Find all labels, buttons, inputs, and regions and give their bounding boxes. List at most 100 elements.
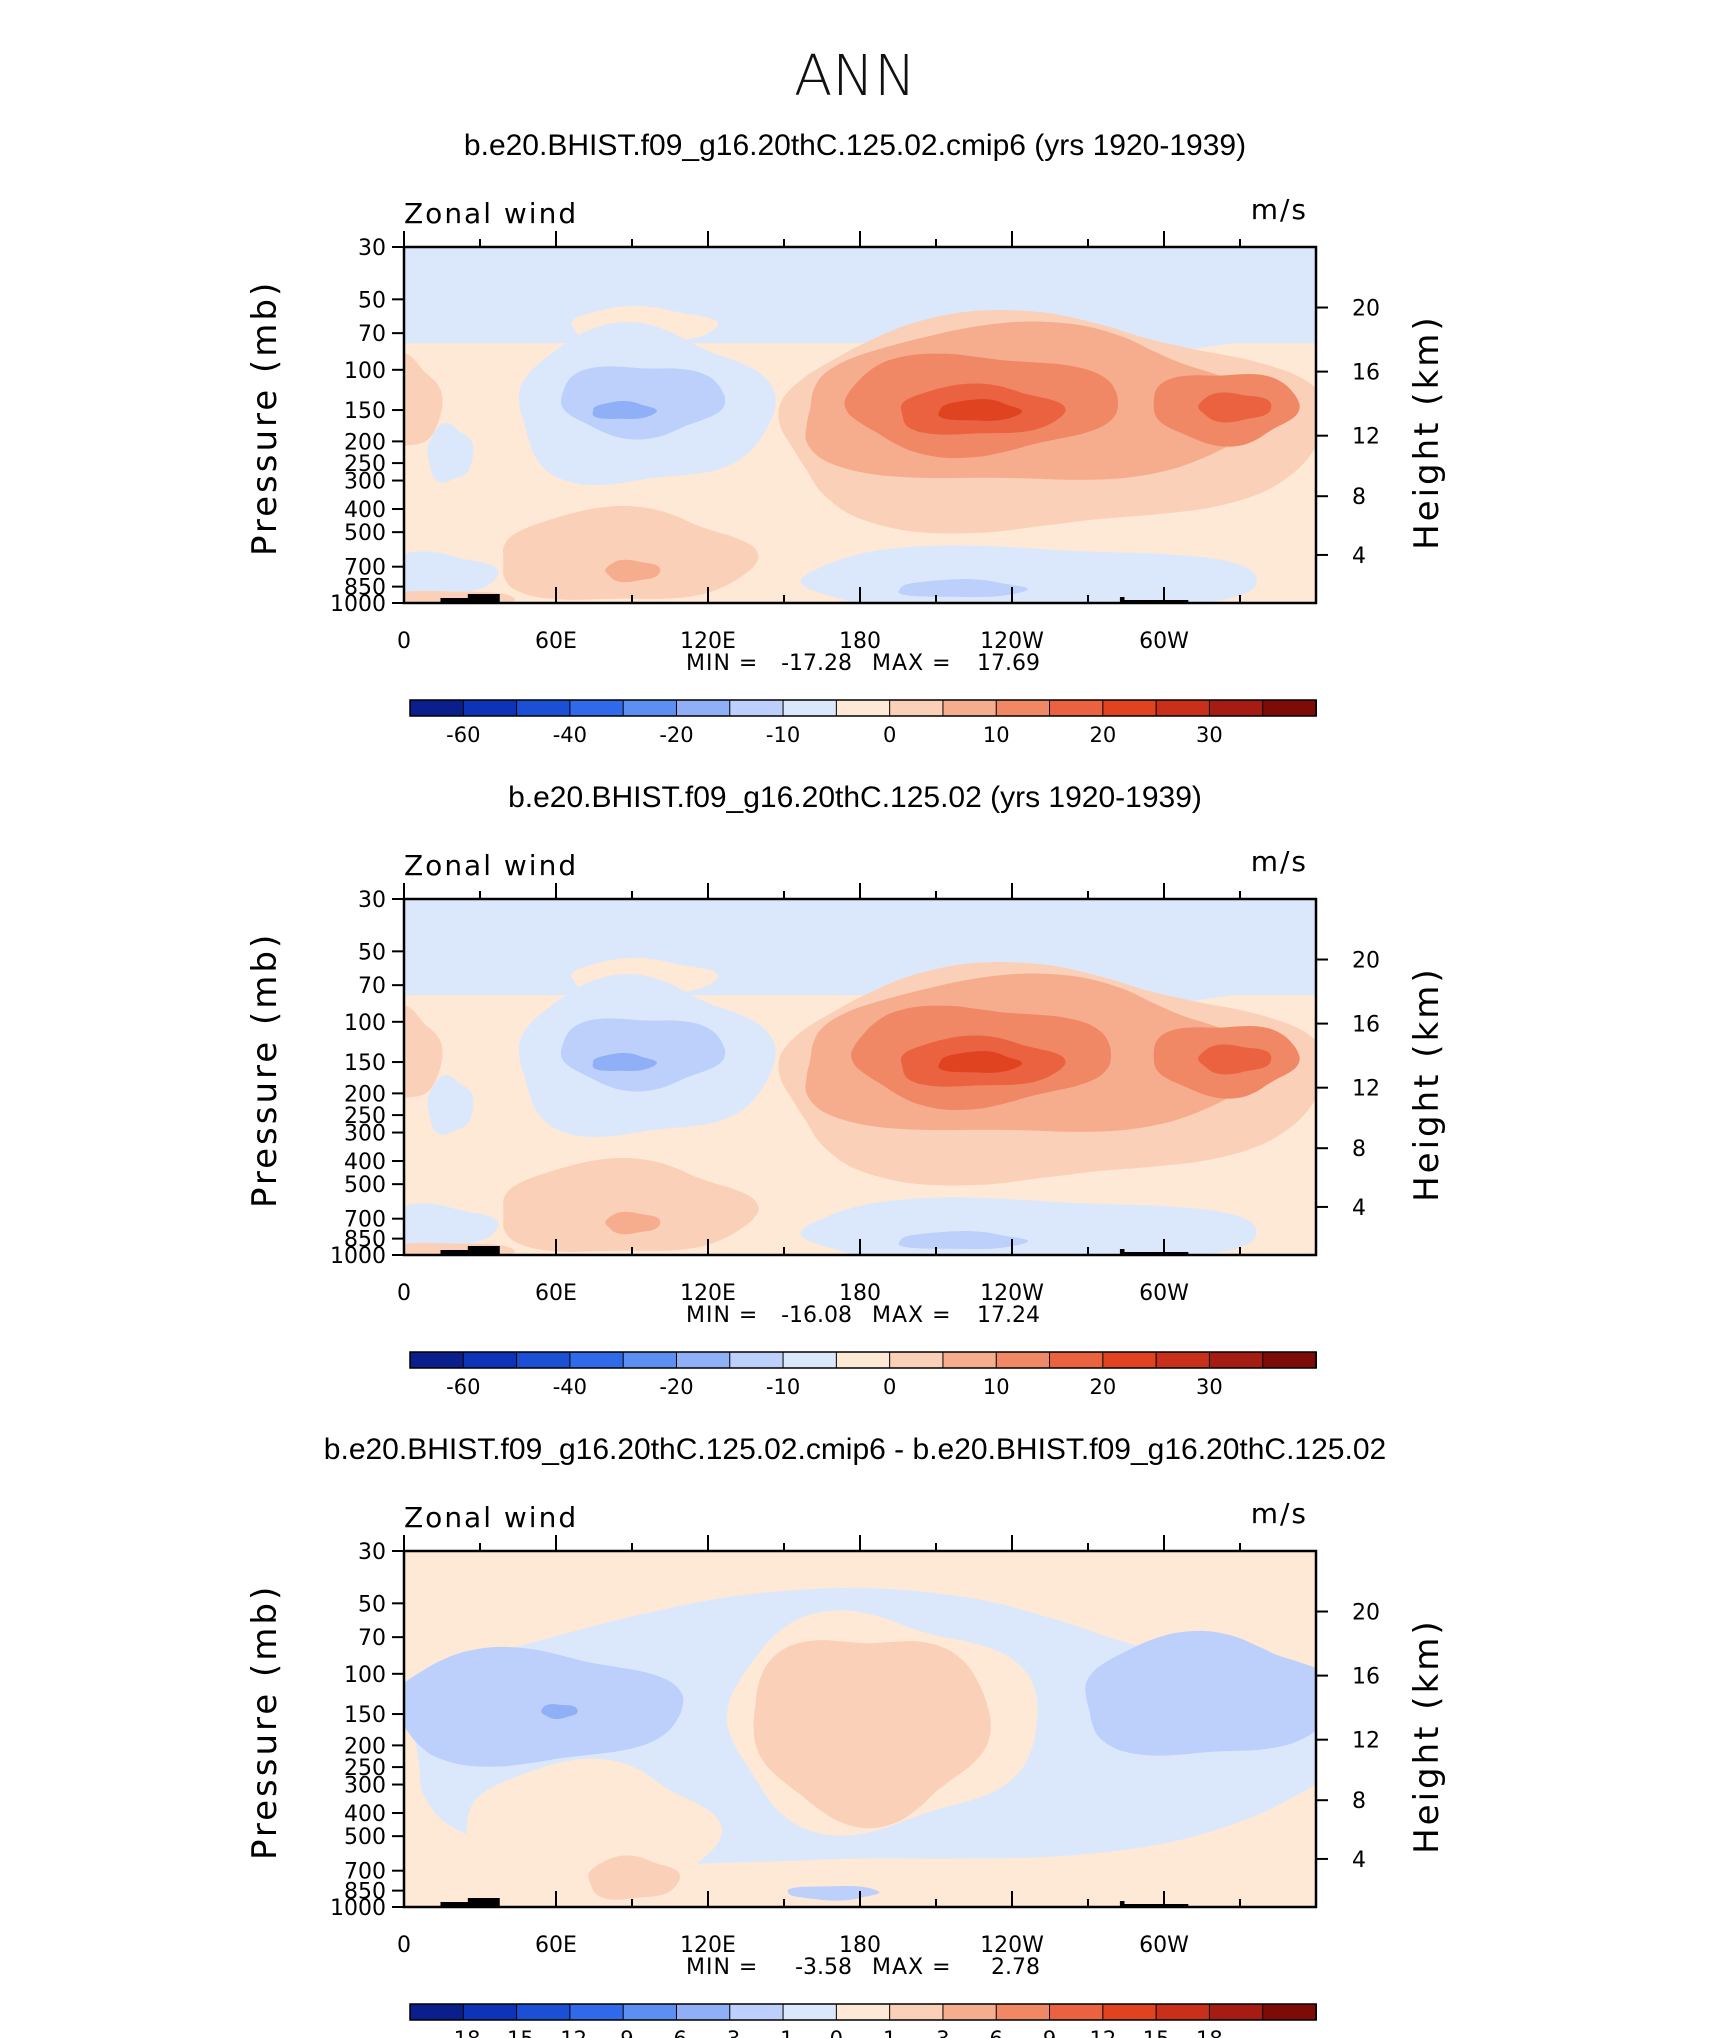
y-tick-label: 150	[344, 399, 386, 424]
y-right-axis-title: Height (km)	[1407, 1618, 1447, 1854]
colorbar-swatch	[1208, 699, 1264, 717]
y-tick-label: 70	[358, 1626, 386, 1651]
y-tick-label: 50	[358, 288, 386, 313]
y-tick-label: 700	[344, 1860, 386, 1885]
colorbar-swatch	[409, 699, 465, 717]
main-title: ANN	[794, 44, 916, 109]
y-right-tick-label: 8	[1352, 1137, 1366, 1162]
colorbar-frame	[409, 699, 1317, 717]
panel-2: b.e20.BHIST.f09_g16.20thC.125.02 (yrs 19…	[245, 781, 1447, 1399]
topography-america	[1124, 600, 1189, 603]
colorbar-swatch	[782, 699, 838, 717]
y-tick-label: 250	[344, 1104, 386, 1129]
y-right-tick-label: 20	[1352, 297, 1380, 322]
colorbar-swatch	[622, 699, 678, 717]
x-tick-label: 60E	[535, 1933, 577, 1958]
colorbar-swatch	[995, 699, 1051, 717]
colorbar-swatch	[995, 2003, 1051, 2021]
colorbar-swatch	[729, 1351, 785, 1369]
colorbar-frame	[409, 2003, 1317, 2021]
x-tick-label: 120W	[980, 1933, 1044, 1958]
colorbar-label: 0	[883, 1375, 896, 1399]
colorbar-swatch	[1208, 1351, 1264, 1369]
contour-surface-easterly-core	[898, 579, 1029, 598]
contour-field	[404, 247, 1316, 603]
colorbar-swatch	[1208, 2003, 1264, 2021]
y-tick-label: 100	[344, 359, 386, 384]
y-right-tick-label: 20	[1352, 1601, 1380, 1626]
y-tick-label: 400	[344, 1802, 386, 1827]
y-right-tick-label: 4	[1352, 544, 1366, 569]
y-axis-title: Pressure (mb)	[245, 932, 285, 1208]
colorbar-swatch	[1262, 699, 1318, 717]
y-axis-title: Pressure (mb)	[245, 1584, 285, 1860]
colorbar-swatch	[835, 1351, 891, 1369]
contour-surface-easterly-core	[898, 1231, 1029, 1250]
y-tick-label: 150	[344, 1703, 386, 1728]
colorbar-swatch	[1049, 2003, 1104, 2021]
x-tick-label: 120W	[980, 1281, 1044, 1306]
colorbar-swatch	[462, 1351, 518, 1369]
y-right-tick-label: 12	[1352, 1077, 1380, 1102]
colorbar-label: 0	[830, 2027, 843, 2038]
y-tick-label: 70	[358, 322, 386, 347]
colorbar-swatch	[995, 1351, 1051, 1369]
x-tick-label: 60E	[535, 1281, 577, 1306]
colorbar-label: 30	[1196, 1375, 1223, 1399]
colorbar-frame	[409, 1351, 1317, 1369]
y-axis-title: Pressure (mb)	[245, 280, 285, 556]
y-right-tick-label: 16	[1352, 1665, 1380, 1690]
panel-1: b.e20.BHIST.f09_g16.20thC.125.02.cmip6 (…	[245, 129, 1447, 747]
y-tick-label: 200	[344, 1082, 386, 1107]
contour-pos-lower	[463, 1758, 723, 1889]
colorbar-swatch	[1049, 699, 1104, 717]
x-tick-label: 0	[397, 1281, 411, 1306]
min-value: -3.58	[795, 1955, 852, 1980]
colorbar-swatch	[782, 2003, 838, 2021]
y-right-tick-label: 4	[1352, 1196, 1366, 1221]
topography-plateau	[467, 1246, 500, 1255]
colorbar-swatch	[516, 699, 571, 717]
y-tick-label: 70	[358, 974, 386, 999]
colorbar-swatch	[675, 2003, 731, 2021]
y-tick-label: 700	[344, 1208, 386, 1233]
y-right-tick-label: 4	[1352, 1848, 1366, 1873]
colorbar-swatch	[516, 2003, 571, 2021]
x-tick-label: 60W	[1139, 1933, 1189, 1958]
colorbar-swatch	[569, 2003, 625, 2021]
y-tick-label: 300	[344, 1774, 386, 1799]
y-tick-label: 30	[358, 1540, 386, 1565]
contour-surface-easterly	[800, 1197, 1257, 1255]
topography-plateau	[467, 594, 500, 603]
colorbar-label: 10	[983, 1375, 1010, 1399]
y-right-tick-label: 12	[1352, 425, 1380, 450]
y-right-tick-label: 8	[1352, 485, 1366, 510]
topography-andes	[1119, 1901, 1125, 1907]
colorbar-label: 20	[1089, 723, 1116, 747]
colorbar-swatch	[835, 2003, 891, 2021]
x-tick-label: 120E	[680, 629, 736, 654]
colorbar-swatch	[1102, 2003, 1158, 2021]
y-tick-label: 1000	[330, 592, 386, 617]
contour-jet-max	[938, 1051, 1023, 1073]
colorbar-swatch	[1155, 1351, 1211, 1369]
max-label: MAX =	[872, 651, 952, 676]
contour-west-cold	[427, 1074, 474, 1135]
y-tick-label: 500	[344, 521, 386, 546]
y-right-tick-label: 16	[1352, 1013, 1380, 1038]
contour-west-edge	[404, 1005, 443, 1098]
colorbar-label: 6	[990, 2027, 1003, 2038]
colorbar-swatch	[569, 1351, 625, 1369]
contour-pos-lower-core	[588, 1855, 681, 1900]
colorbar-label: -60	[446, 1375, 480, 1399]
contour-neg-left	[404, 1646, 684, 1767]
y-tick-label: 1000	[330, 1244, 386, 1269]
colorbar-swatch	[1262, 2003, 1318, 2021]
colorbar-label: -40	[553, 1375, 587, 1399]
units-label: m/s	[1251, 193, 1308, 226]
colorbar-swatch	[622, 2003, 678, 2021]
colorbar-swatch	[516, 1351, 571, 1369]
y-right-tick-label: 8	[1352, 1789, 1366, 1814]
contour-lower-warm-core	[605, 1211, 661, 1235]
colorbar-label: -3	[719, 2027, 740, 2038]
